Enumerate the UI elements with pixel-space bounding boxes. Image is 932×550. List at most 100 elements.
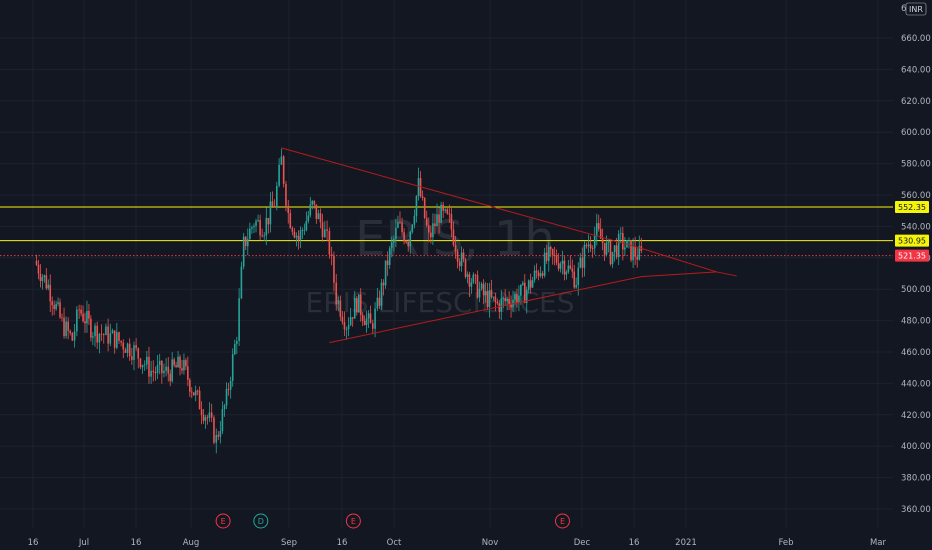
candle-body	[571, 268, 574, 272]
candle-body	[589, 244, 592, 249]
candle-body	[249, 228, 251, 240]
candle-body	[55, 303, 57, 310]
candle-body	[324, 229, 326, 238]
candle-body	[152, 370, 155, 372]
candle-body	[105, 326, 107, 335]
candle-body	[158, 360, 161, 366]
candle-body	[603, 242, 606, 255]
candle-body	[371, 323, 374, 329]
candle-body	[607, 241, 610, 243]
triangle-apex-ray[interactable]	[716, 271, 737, 277]
triangle-lower-extension[interactable]	[641, 271, 717, 278]
candle-body	[444, 209, 447, 211]
candle-body	[555, 255, 558, 263]
y-axis[interactable]: 660.00 640.00 620.00 600.00 580.00 560.00 540.…	[895, 34, 931, 515]
candle-body	[535, 270, 538, 273]
candle-body	[88, 310, 90, 319]
triangle-upper-extension[interactable]	[641, 247, 717, 273]
candle-body	[100, 333, 103, 335]
candle-body	[242, 236, 245, 267]
candle-body	[593, 235, 596, 249]
candle-body	[351, 317, 354, 319]
x-tick-label: 16	[28, 538, 39, 548]
candle-body	[504, 298, 506, 302]
candle-body	[563, 260, 566, 275]
candle-body	[293, 231, 296, 238]
y-tick-label: 400.00	[901, 442, 931, 452]
candle-body	[109, 333, 112, 344]
candle-body	[71, 332, 74, 341]
candle-body	[367, 313, 370, 319]
candle-body	[135, 345, 137, 349]
candle-body	[506, 298, 508, 302]
candle-body	[624, 247, 626, 250]
x-axis[interactable]: 16 Jul 16 Aug Sep 16 Oct Nov Dec 16 2021 Feb Mar	[28, 538, 887, 548]
candle-body	[450, 214, 453, 230]
candle-body	[307, 215, 310, 221]
candle-body	[510, 304, 512, 308]
candle-body	[143, 364, 146, 366]
candle-body	[427, 225, 430, 233]
triangle-pattern[interactable]	[281, 147, 737, 344]
dividend-event-label: D	[258, 517, 264, 526]
candle-body	[146, 356, 148, 365]
candle-body	[210, 412, 213, 418]
candle-body	[255, 221, 257, 226]
candle-body	[569, 265, 572, 269]
candle-body	[53, 305, 55, 310]
candle-body	[492, 296, 495, 298]
candle-body	[263, 235, 266, 237]
candle-body	[206, 417, 209, 419]
candle-body	[525, 289, 528, 303]
earnings-event-marker[interactable]	[554, 513, 570, 529]
candle-body	[76, 309, 78, 332]
x-tick-label: Jul	[78, 538, 89, 548]
y-tick-label: 460.00	[901, 348, 931, 358]
candle-body	[269, 201, 272, 225]
candle-body	[65, 321, 67, 337]
candle-body	[317, 213, 320, 219]
candle-body	[118, 332, 120, 341]
triangle-lower-line[interactable]	[329, 276, 642, 344]
candle-body	[452, 229, 455, 246]
earnings-event-marker[interactable]	[345, 513, 361, 529]
candle-body	[192, 392, 195, 396]
dividend-event-marker[interactable]	[253, 513, 269, 529]
candle-body	[169, 373, 172, 382]
candle-body	[111, 330, 114, 334]
candle-body	[181, 368, 183, 371]
candle-body	[198, 390, 201, 410]
candle-body	[57, 302, 59, 304]
candle-body	[496, 301, 499, 304]
candle-body	[386, 260, 389, 266]
candle-body	[516, 294, 518, 304]
candle-body	[390, 242, 393, 249]
candle-body	[223, 405, 226, 410]
candle-body	[179, 356, 181, 369]
candle-body	[319, 213, 322, 223]
candle-body	[273, 206, 276, 208]
candle-body	[628, 240, 630, 241]
candle-body	[541, 273, 544, 276]
candle-body	[369, 313, 372, 324]
candle-body	[333, 255, 335, 283]
candle-body	[454, 245, 457, 252]
candle-body	[98, 333, 101, 343]
candle-body	[490, 290, 493, 297]
candle-body	[137, 348, 140, 359]
earnings-event-marker[interactable]	[215, 513, 231, 529]
candle-body	[343, 322, 346, 330]
triangle-upper-line[interactable]	[281, 147, 642, 249]
candle-body	[543, 252, 546, 276]
candle-body	[363, 320, 366, 326]
candle-body	[636, 256, 639, 260]
candle-body	[470, 282, 473, 287]
candle-body	[227, 388, 230, 390]
candle-body	[94, 325, 96, 337]
candle-body	[231, 354, 234, 381]
candle-body	[131, 356, 133, 360]
candle-body	[59, 302, 61, 318]
candle-body	[476, 275, 479, 298]
candle-body	[520, 284, 522, 296]
